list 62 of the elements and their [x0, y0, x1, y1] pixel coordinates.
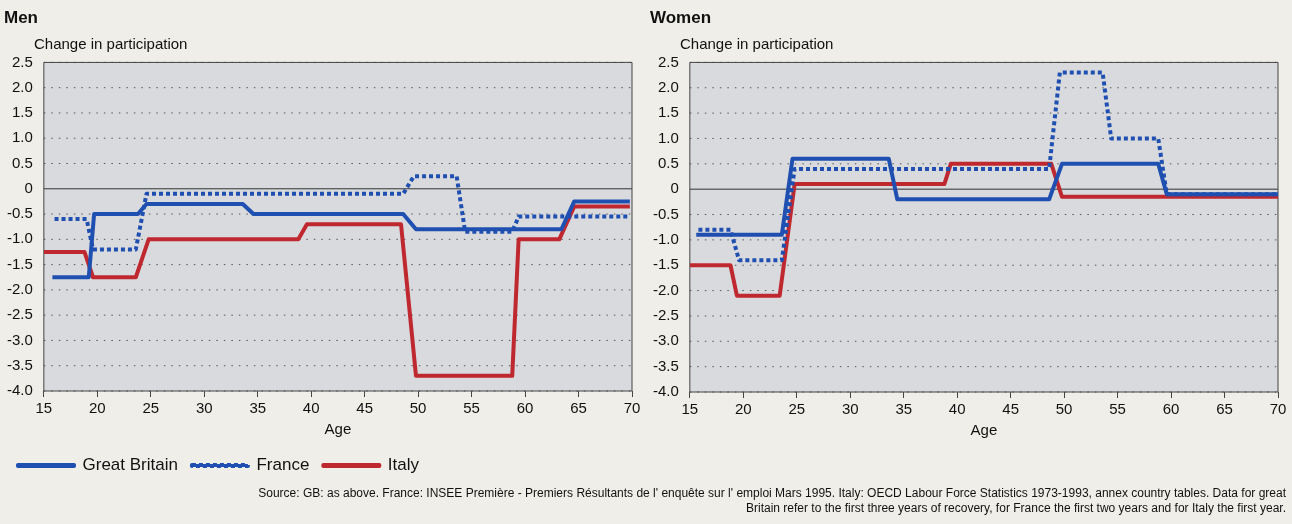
y-tick-label: -2.5 — [6, 305, 33, 323]
chart-title: Men — [4, 7, 38, 27]
x-tick-label: 60 — [1162, 400, 1180, 418]
x-tick-label: 40 — [948, 400, 966, 418]
y-tick-label: -1.0 — [6, 229, 33, 247]
x-tick-label: 65 — [570, 399, 587, 417]
x-tick-label: 50 — [1055, 400, 1073, 418]
y-tick-label: -2.5 — [652, 306, 679, 324]
x-tick-label: 25 — [788, 400, 806, 418]
y-tick-label: 0 — [670, 179, 679, 197]
x-tick-label: 60 — [516, 399, 534, 417]
x-tick-label: 15 — [681, 400, 699, 418]
y-tick-label: 1.5 — [657, 103, 679, 121]
y-tick-label: 1.0 — [11, 128, 33, 146]
chart-title: Women — [650, 7, 712, 27]
y-tick-label: -3.5 — [6, 355, 33, 373]
y-tick-label: -3.5 — [652, 356, 679, 374]
x-tick-label: 15 — [35, 399, 53, 417]
y-tick-label: 0 — [24, 178, 33, 196]
y-tick-label: 2.0 — [11, 77, 33, 95]
y-tick-label: 1.5 — [11, 103, 33, 121]
y-tick-label: -3.0 — [6, 330, 33, 348]
legend-label: Italy — [387, 455, 420, 475]
y-tick-label: 2.0 — [657, 77, 679, 95]
x-tick-label: 45 — [356, 399, 373, 417]
x-axis-title: Age — [970, 421, 998, 439]
y-tick-label: -0.5 — [6, 204, 33, 222]
y-tick-label: 1.0 — [657, 128, 679, 146]
source-note: Source: GB: as above. France: INSEE Première - Premiers Résultants de l' enquête sur l' emploi Mars 1995. Italy: OECD Labour Force Statistics 1973-1993, annex country tables. Data for great Britain refer to the first three years of recovery, for France the first two years and for Italy the first year. — [257, 486, 1286, 516]
x-axis-title: Age — [324, 420, 352, 438]
x-tick-label: 25 — [142, 399, 160, 417]
x-tick-label: 55 — [463, 399, 480, 417]
legend-label: Great Britain — [82, 455, 178, 475]
y-tick-label: -1.0 — [652, 230, 679, 248]
x-tick-label: 50 — [409, 399, 427, 417]
y-tick-label: -2.0 — [6, 280, 33, 298]
y-tick-label: 0.5 — [657, 153, 679, 171]
y-tick-label: 0.5 — [11, 153, 33, 171]
x-tick-label: 55 — [1109, 400, 1126, 418]
x-tick-label: 30 — [841, 400, 859, 418]
x-tick-label: 30 — [195, 399, 213, 417]
y-tick-label: -2.0 — [652, 280, 679, 298]
x-tick-label: 35 — [895, 400, 913, 418]
y-axis-title: Change in participation — [680, 35, 834, 53]
x-tick-label: 20 — [88, 399, 106, 417]
x-tick-label: 20 — [734, 400, 752, 418]
y-tick-label: -0.5 — [652, 204, 679, 222]
y-tick-label: -1.5 — [6, 254, 33, 272]
x-tick-label: 35 — [249, 399, 267, 417]
x-tick-label: 65 — [1216, 400, 1233, 418]
y-tick-label: -4.0 — [652, 382, 679, 400]
legend-label: France — [256, 455, 310, 475]
x-tick-label: 70 — [623, 399, 641, 417]
y-tick-label: -3.0 — [652, 331, 679, 349]
y-tick-label: 2.5 — [657, 52, 679, 70]
y-tick-label: 2.5 — [11, 52, 33, 70]
x-tick-label: 45 — [1002, 400, 1019, 418]
y-tick-label: -4.0 — [6, 381, 33, 399]
x-tick-label: 40 — [302, 399, 320, 417]
y-axis-title: Change in participation — [34, 35, 188, 53]
y-tick-label: -1.5 — [652, 255, 679, 273]
x-tick-label: 70 — [1269, 400, 1287, 418]
